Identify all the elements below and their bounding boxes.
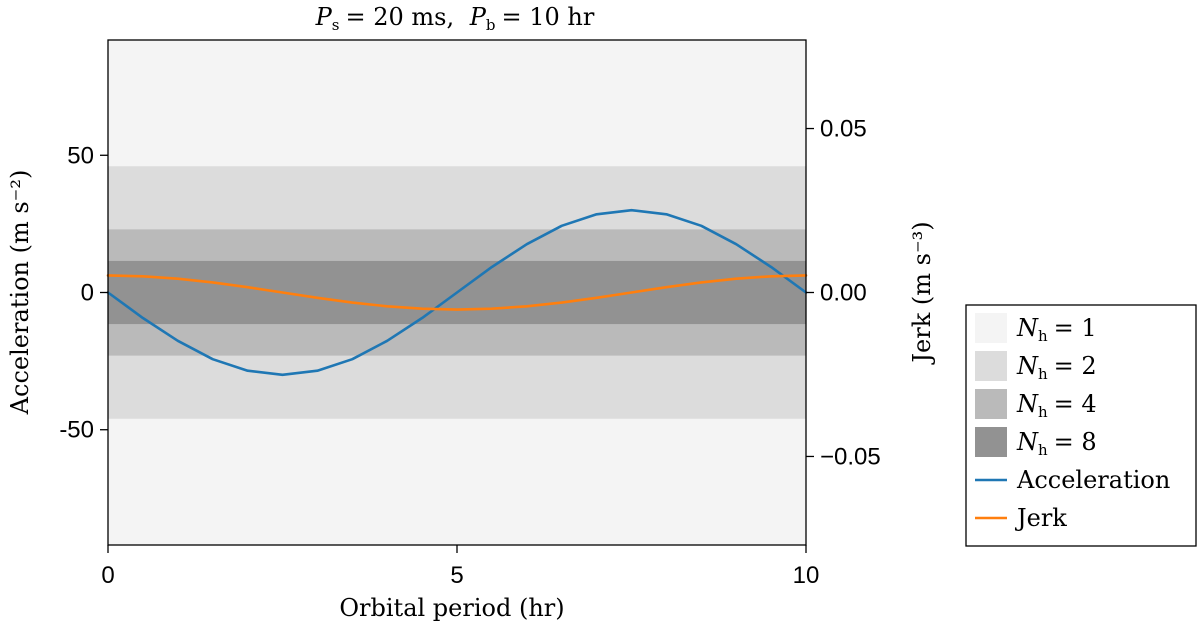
y-right-tick-label: −0.05 [820, 443, 881, 470]
x-axis-label: Orbital period (hr) [339, 594, 564, 622]
y-left-tick-label: -50 [59, 417, 94, 444]
legend-label: Nh = 4 [1016, 390, 1097, 421]
y-axis-left-label: Acceleration (m s⁻²) [6, 170, 34, 416]
x-tick-label: 10 [793, 562, 820, 589]
legend-swatch [975, 389, 1007, 419]
y-left-tick-label: 50 [67, 142, 94, 169]
legend-label: Nh = 2 [1016, 352, 1097, 383]
x-tick-label: 0 [101, 562, 114, 589]
legend: Nh = 1 Nh = 2 Nh = 4 Nh = 8 Acceleration Jerk [965, 304, 1197, 547]
series-layer [106, 208, 808, 377]
y-right-tick-label: 0.05 [820, 116, 867, 143]
legend-entry: Jerk [975, 504, 1067, 532]
legend-swatch [975, 351, 1007, 381]
y-right-tick-label: 0.00 [820, 280, 867, 307]
series-jerk-line [106, 274, 808, 311]
legend-entry: Nh = 4 [975, 389, 1097, 421]
legend-box [965, 304, 1197, 547]
legend-entry: Nh = 2 [975, 351, 1097, 383]
y-left-tick-label: 0 [81, 280, 94, 307]
legend-label: Nh = 8 [1016, 428, 1097, 459]
legend-entry: Nh = 1 [975, 313, 1097, 345]
y-axis-right-label: Jerk (m s⁻³) [908, 221, 936, 365]
legend-swatch [975, 313, 1007, 343]
legend-swatch [975, 427, 1007, 457]
series-acceleration-line [106, 208, 808, 377]
legend-entry: Nh = 8 [975, 427, 1097, 459]
legend-label: Nh = 1 [1016, 314, 1097, 345]
legend-entries: Nh = 1 Nh = 2 Nh = 4 Nh = 8 Acceleration Jerk [975, 313, 1170, 532]
axis-ticks: 0 5 10 50 0 -50 0.05 0.00 −0.05 [59, 116, 880, 589]
legend-entry: Acceleration [975, 466, 1170, 494]
x-tick-label: 5 [450, 562, 463, 589]
chart-title: Ps = 20 ms, Pb = 10 hr [315, 3, 595, 34]
legend-label: Jerk [1014, 504, 1067, 532]
legend-label: Acceleration [1016, 466, 1170, 494]
